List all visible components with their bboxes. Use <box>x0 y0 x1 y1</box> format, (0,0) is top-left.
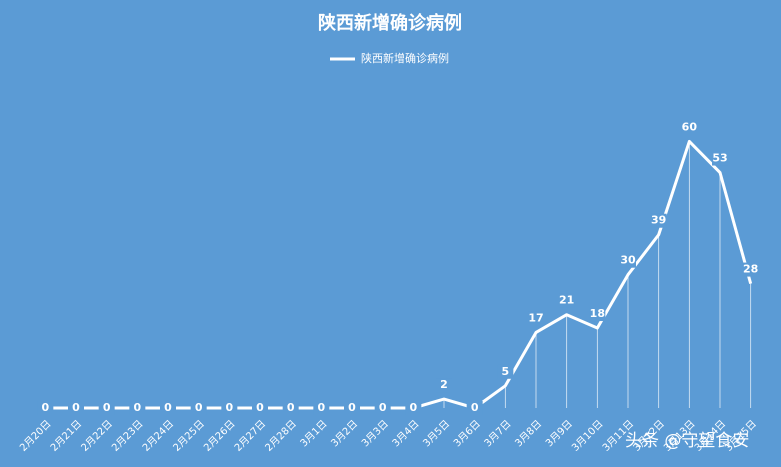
data-label: 0 <box>410 401 418 414</box>
label-bg <box>742 262 759 277</box>
data-label: 0 <box>42 401 50 414</box>
data-label: 0 <box>471 401 479 414</box>
label-bg <box>313 401 330 415</box>
label-bg <box>374 401 391 415</box>
label-bg <box>650 213 667 228</box>
data-label: 0 <box>256 401 264 414</box>
data-label: 0 <box>348 401 356 414</box>
label-bg <box>681 120 698 135</box>
label-bg <box>620 253 636 268</box>
data-label: 39 <box>651 214 666 227</box>
data-label: 0 <box>103 401 111 414</box>
label-bg <box>344 401 360 415</box>
data-label: 0 <box>72 401 80 414</box>
label-bg <box>68 401 84 415</box>
data-label: 17 <box>528 311 543 324</box>
label-bg <box>436 378 452 393</box>
label-bg <box>221 401 238 415</box>
label-bg <box>589 307 606 322</box>
data-label: 0 <box>287 401 295 414</box>
label-bg <box>528 311 544 326</box>
label-bg <box>466 401 483 415</box>
data-label: 30 <box>620 254 636 267</box>
label-bg <box>252 401 268 415</box>
label-bg <box>160 401 176 415</box>
label-bg <box>405 401 422 415</box>
data-label: 28 <box>743 263 758 276</box>
data-label: 0 <box>318 401 326 414</box>
label-bg <box>282 401 299 415</box>
watermark: 头条 @守望食安 <box>625 431 749 451</box>
data-label: 18 <box>590 307 605 320</box>
label-bg <box>190 401 207 415</box>
data-label: 0 <box>134 401 142 414</box>
label-bg <box>558 293 575 308</box>
label-bg <box>129 401 146 415</box>
label-bg <box>98 401 115 415</box>
data-label: 53 <box>712 152 727 165</box>
legend-label: 陕西新增确诊病例 <box>361 51 449 65</box>
data-label: 5 <box>502 365 510 378</box>
chart-title: 陕西新增确诊病例 <box>318 12 462 34</box>
data-label: 2 <box>440 378 448 391</box>
data-label: 0 <box>195 401 203 414</box>
data-label: 60 <box>682 120 698 133</box>
data-label: 21 <box>559 294 574 307</box>
label-bg <box>497 364 514 379</box>
data-label: 0 <box>226 401 234 414</box>
label-bg <box>37 401 54 415</box>
data-label: 0 <box>164 401 172 414</box>
label-bg <box>712 151 728 166</box>
data-label: 0 <box>379 401 387 414</box>
